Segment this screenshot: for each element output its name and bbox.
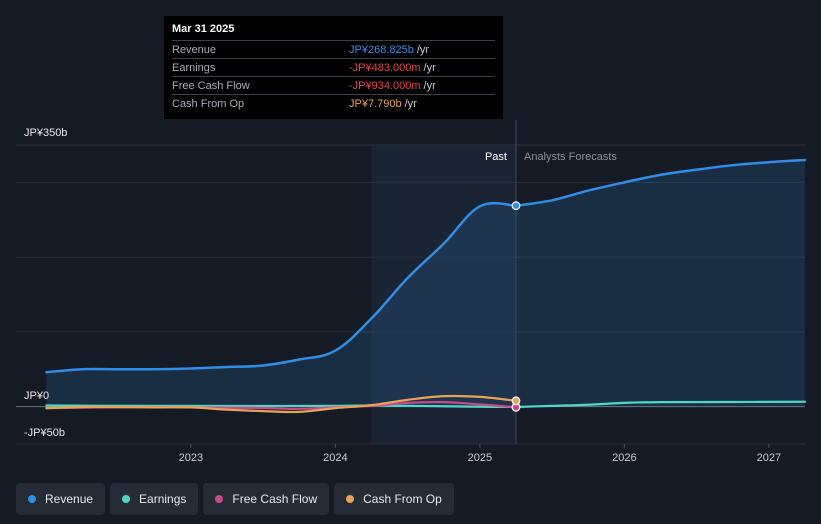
legend-item-earnings[interactable]: Earnings <box>110 483 199 515</box>
tooltip-row-revenue: Revenue JP¥268.825b /yr <box>172 40 495 58</box>
tooltip-row-earnings: Earnings -JP¥483.000m /yr <box>172 58 495 76</box>
series-areas <box>46 159 806 407</box>
tooltip-value: JP¥268.825b <box>349 43 414 56</box>
grid-lines <box>16 144 805 445</box>
data-tooltip: Mar 31 2025 Revenue JP¥268.825b /yr Earn… <box>164 16 503 119</box>
revenue-marker <box>511 201 521 211</box>
tooltip-value: JP¥7.790b <box>349 97 402 110</box>
highlight-markers <box>511 201 521 412</box>
legend-label: Free Cash Flow <box>232 492 318 506</box>
tooltip-date: Mar 31 2025 <box>172 23 235 35</box>
cash-from-op-line <box>45 394 518 414</box>
revenue-forecast-line <box>514 158 807 207</box>
tooltip-label: Earnings <box>172 61 216 74</box>
tooltip-unit: /yr <box>423 61 436 74</box>
legend-dot-icon <box>215 495 224 503</box>
tooltip-unit: /yr <box>404 97 417 110</box>
cash-from-op-marker <box>511 396 521 406</box>
chart-legend: Revenue Earnings Free Cash Flow Cash Fro… <box>16 483 454 515</box>
revenue-area <box>46 159 806 407</box>
legend-label: Earnings <box>139 492 187 506</box>
tooltip-value: -JP¥483.000m <box>349 61 421 74</box>
tooltip-value: -JP¥934.000m <box>349 79 421 92</box>
earnings-line <box>45 404 518 409</box>
y-axis-bottom-label: -JP¥50b <box>24 427 65 439</box>
legend-dot-icon <box>28 495 36 503</box>
past-region-band <box>371 145 516 444</box>
forecast-label: Analysts Forecasts <box>524 151 617 163</box>
legend-label: Revenue <box>45 492 94 506</box>
tooltip-label: Revenue <box>172 43 217 56</box>
revenue-line <box>45 201 518 374</box>
legend-item-revenue[interactable]: Revenue <box>16 483 106 515</box>
x-tick-label: 2027 <box>757 452 781 464</box>
earnings-forecast-line <box>514 400 807 409</box>
x-tick-label: 2023 <box>179 452 203 464</box>
legend-dot-icon <box>122 495 131 503</box>
tooltip-row-cash-from-op: Cash From Op JP¥7.790b /yr <box>172 94 495 112</box>
tooltip-unit: /yr <box>416 43 430 56</box>
legend-item-free-cash-flow[interactable]: Free Cash Flow <box>203 483 330 515</box>
past-label: Past <box>485 151 507 163</box>
legend-dot-icon <box>346 495 355 503</box>
x-tick-label: 2026 <box>612 452 636 464</box>
legend-item-cash-from-op[interactable]: Cash From Op <box>334 483 454 515</box>
series-lines <box>45 158 807 414</box>
tooltip-label: Free Cash Flow <box>172 79 250 92</box>
y-axis-top-label: JP¥350b <box>24 127 67 139</box>
legend-label: Cash From Op <box>363 492 442 506</box>
x-tick-label: 2025 <box>468 452 492 464</box>
tooltip-unit: /yr <box>423 79 436 92</box>
x-tick-label: 2024 <box>323 452 347 464</box>
tooltip-row-free-cash-flow: Free Cash Flow -JP¥934.000m /yr <box>172 76 495 94</box>
x-axis-ticks: 2023 2024 2025 2026 2027 <box>179 444 781 464</box>
y-axis-zero-label: JP¥0 <box>24 390 49 402</box>
tooltip-label: Cash From Op <box>172 97 245 110</box>
